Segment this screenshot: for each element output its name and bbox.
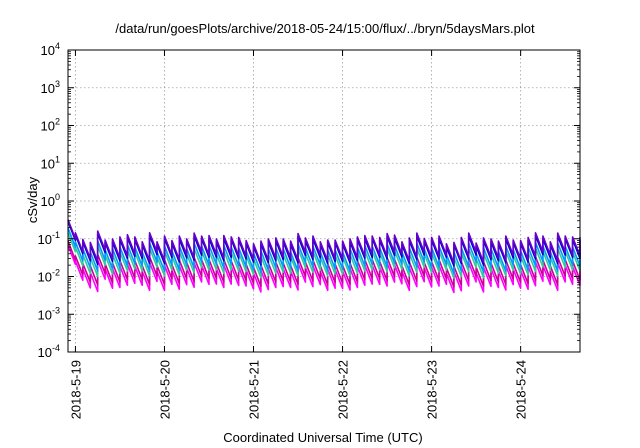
- y-tick-label: 102: [41, 117, 60, 134]
- y-tick-label: 100: [41, 192, 60, 209]
- x-tick-labels: 2018-5-19 2018-5-20 2018-5-21 2018-5-22 2018…: [68, 360, 528, 419]
- series-lines: [67, 219, 581, 294]
- y-axis-label: cSv/day: [25, 176, 40, 223]
- y-tick-label: 103: [41, 79, 60, 96]
- y-tick-labels: 10-4 10-3 10-2 10-1 100 101 102 103 104: [38, 41, 60, 360]
- plot-frame: [67, 49, 581, 353]
- y-tick-label: 10-2: [38, 268, 60, 285]
- y-tick-label: 10-4: [38, 343, 60, 360]
- y-tick-label: 101: [41, 154, 60, 171]
- axes: [67, 49, 581, 353]
- x-tick-label: 2018-5-22: [336, 360, 351, 419]
- y-tick-label: 10-1: [38, 230, 60, 247]
- chart-title: /data/run/goesPlots/archive/2018-05-24/1…: [115, 21, 535, 36]
- grid: [68, 50, 580, 352]
- x-tick-label: 2018-5-21: [247, 360, 262, 419]
- y-tick-label: 104: [41, 41, 60, 58]
- y-tick-label: 10-3: [38, 305, 60, 322]
- x-tick-label: 2018-5-20: [157, 360, 172, 419]
- x-tick-label: 2018-5-24: [514, 360, 529, 419]
- x-tick-label: 2018-5-19: [68, 360, 83, 419]
- series-line: [67, 219, 581, 264]
- x-axis-label: Coordinated Universal Time (UTC): [223, 430, 422, 445]
- x-tick-label: 2018-5-23: [425, 360, 440, 419]
